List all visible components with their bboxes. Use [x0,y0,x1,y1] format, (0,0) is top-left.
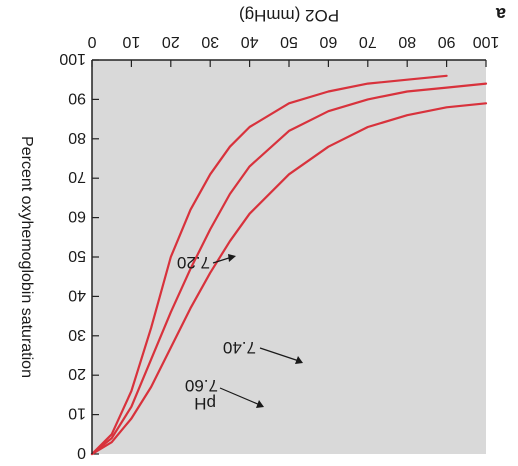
x-tick-label-40: 40 [241,33,259,50]
annotation-label-7-20: 7.20 [177,253,210,272]
x-tick-label-20: 20 [162,33,180,50]
y-axis-ticks: 0 10 20 30 40 50 60 70 80 90 100 [59,50,99,461]
y-tick-label-100: 100 [59,50,86,67]
annotation-label-ph: pH [194,394,216,413]
series-layer [90,74,488,456]
series-line-ph-7-40 [90,82,488,456]
x-tick-label-80: 80 [398,33,416,50]
x-tick-label-70: 70 [359,33,377,50]
curve-annotations: 7.20 7.40 pH 7.60 [177,253,303,413]
x-tick-label-60: 60 [319,33,337,50]
x-tick-label-50: 50 [280,33,298,50]
y-tick-label-70: 70 [68,168,86,185]
y-tick-label-50: 50 [68,247,86,264]
annotation-arrowhead-7-40 [295,356,303,364]
series-line-ph-7-20 [90,102,488,456]
plot-background [92,60,486,454]
y-tick-label-90: 90 [68,89,86,106]
x-axis-ticks: 0 10 20 30 40 50 60 70 80 90 100 [87,33,499,67]
panel-letter: a [495,4,506,24]
y-tick-label-80: 80 [68,129,86,146]
x-tick-label-100: 100 [473,33,500,50]
y-tick-label-20: 20 [68,365,86,382]
x-tick-label-0: 0 [87,33,96,50]
y-tick-label-40: 40 [68,286,86,303]
annotation-arrow-7-60 [219,387,261,406]
annotation-arrowhead-7-60 [256,400,264,408]
y-tick-label-60: 60 [68,208,86,225]
series-line-ph-7-60 [90,74,448,456]
x-axis-label: PO2 (mmHg) [239,6,339,25]
annotation-arrow-7-40 [259,347,300,362]
y-tick-label-30: 30 [68,326,86,343]
annotation-arrowhead-7-20 [228,254,236,262]
annotation-label-7-60: 7.60 [185,376,218,395]
y-tick-label-10: 10 [68,405,86,422]
annotation-label-7-40: 7.40 [223,338,256,357]
y-tick-label-0: 0 [77,444,86,461]
x-tick-label-90: 90 [438,33,456,50]
x-tick-label-30: 30 [201,33,219,50]
x-tick-label-10: 10 [122,33,140,50]
y-axis-label: Percent oxyhemoglobin saturation [18,136,35,378]
